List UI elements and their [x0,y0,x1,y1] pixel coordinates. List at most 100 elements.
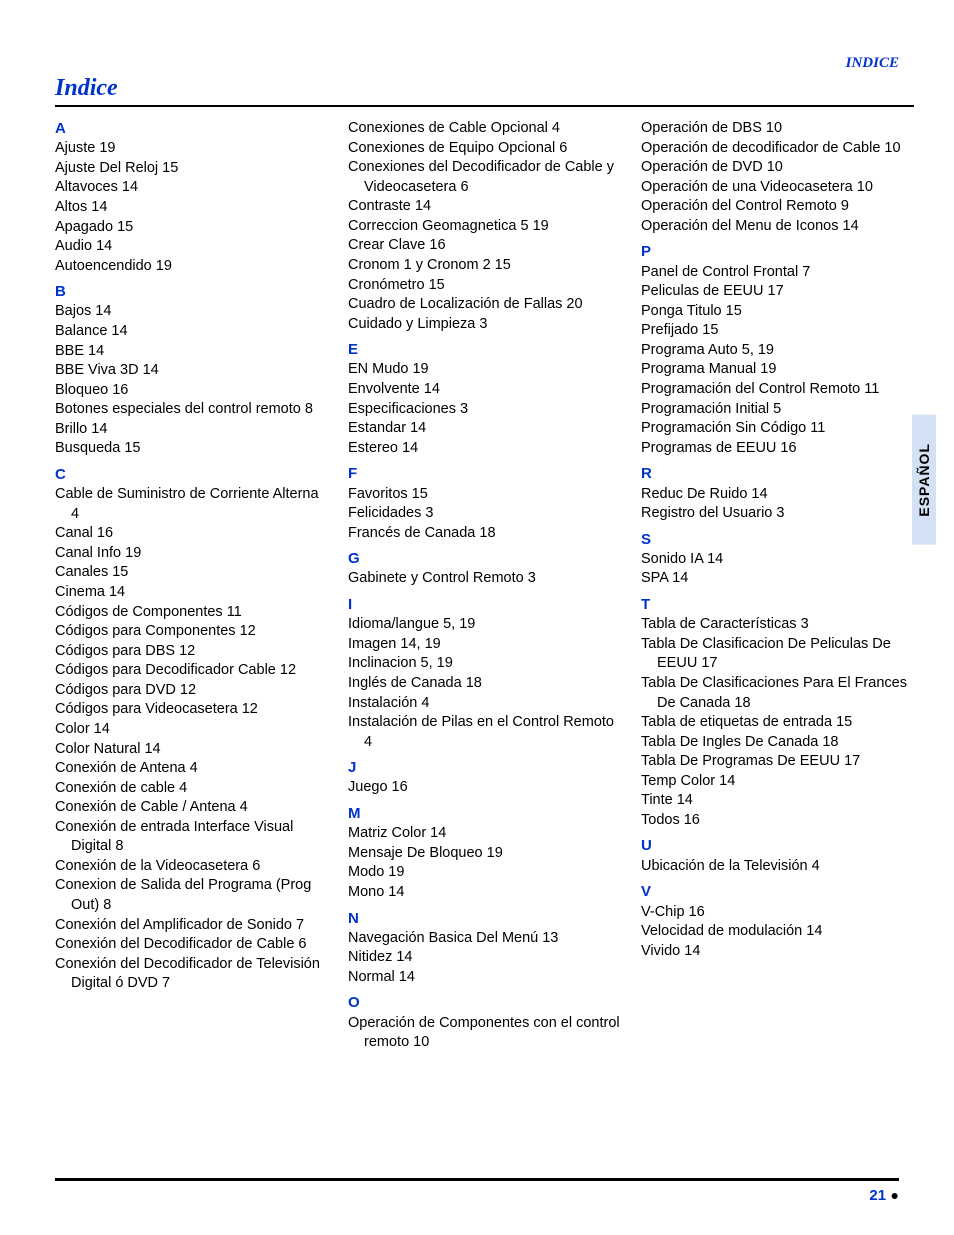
index-entry: Panel de Control Frontal 7 [641,263,914,283]
index-col-2: Conexiones de Cable Opcional 4Conexiones… [348,119,621,1053]
index-entry: Felicidades 3 [348,504,621,524]
index-entry: Códigos para Decodificador Cable 12 [55,661,328,681]
index-entry: Instalación de Pilas en el Control Remot… [348,713,621,752]
index-entry: BBE 14 [55,342,328,362]
index-entry: Programa Manual 19 [641,360,914,380]
index-entry: Vivido 14 [641,942,914,962]
index-entry: Conexión de Antena 4 [55,759,328,779]
index-entry: Códigos para Videocasetera 12 [55,700,328,720]
index-entry: EN Mudo 19 [348,360,621,380]
index-entry: Matriz Color 14 [348,824,621,844]
index-letter: P [641,242,914,262]
index-entry: Conexión del Decodificador de Cable 6 [55,935,328,955]
page-title: Indice [55,75,914,107]
index-entry: Cronom 1 y Cronom 2 15 [348,256,621,276]
index-entry: Normal 14 [348,968,621,988]
index-entry: Conexión del Amplificador de Sonido 7 [55,916,328,936]
index-entry: Códigos de Componentes 11 [55,603,328,623]
index-entry: Tabla De Programas De EEUU 17 [641,752,914,772]
language-tab: ESPAÑOL [912,415,936,545]
index-letter: J [348,758,621,778]
index-entry: Audio 14 [55,237,328,257]
index-entry: Peliculas de EEUU 17 [641,282,914,302]
index-entry: Conexiones de Equipo Opcional 6 [348,139,621,159]
index-entry: Ajuste 19 [55,139,328,159]
index-entry: Estandar 14 [348,419,621,439]
index-letter: R [641,464,914,484]
index-entry: Cuadro de Localización de Fallas 20 [348,295,621,315]
index-entry: Tabla De Clasificacion De Peliculas De E… [641,635,914,674]
index-entry: Conexión del Decodificador de Televisión… [55,955,328,994]
index-letter: I [348,595,621,615]
index-entry: Altos 14 [55,198,328,218]
index-entry: Operación de DBS 10 [641,119,914,139]
index-entry: Instalación 4 [348,694,621,714]
index-entry: Temp Color 14 [641,772,914,792]
index-letter: M [348,804,621,824]
index-col-3: Operación de DBS 10Operación de decodifi… [641,119,914,1053]
index-letter: C [55,465,328,485]
index-entry: Ajuste Del Reloj 15 [55,159,328,179]
index-entry: Inclinacion 5, 19 [348,654,621,674]
index-entry: Ponga Titulo 15 [641,302,914,322]
index-entry: Conexion de Salida del Programa (Prog Ou… [55,876,328,915]
index-entry: Cronómetro 15 [348,276,621,296]
index-entry: Crear Clave 16 [348,236,621,256]
index-letter: A [55,119,328,139]
index-entry: Programas de EEUU 16 [641,439,914,459]
index-entry: Apagado 15 [55,218,328,238]
index-entry: Canal Info 19 [55,544,328,564]
index-entry: Operación de una Videocasetera 10 [641,178,914,198]
index-entry: Conexión de Cable / Antena 4 [55,798,328,818]
index-entry: BBE Viva 3D 14 [55,361,328,381]
index-letter: O [348,993,621,1013]
index-entry: Mensaje De Bloqueo 19 [348,844,621,864]
index-entry: Especificaciones 3 [348,400,621,420]
index-entry: Modo 19 [348,863,621,883]
index-entry: Ubicación de la Televisión 4 [641,857,914,877]
index-entry: Juego 16 [348,778,621,798]
index-entry: Operación de Componentes con el control … [348,1014,621,1053]
index-entry: Favoritos 15 [348,485,621,505]
index-entry: Prefijado 15 [641,321,914,341]
index-entry: Tinte 14 [641,791,914,811]
section-header: INDICE [846,55,899,72]
index-entry: Mono 14 [348,883,621,903]
index-entry: Cinema 14 [55,583,328,603]
index-entry: Imagen 14, 19 [348,635,621,655]
index-entry: Tabla De Clasificaciones Para El Frances… [641,674,914,713]
index-letter: U [641,836,914,856]
page-footer: 21 ● [55,1178,899,1205]
index-entry: Botones especiales del control remoto 8 [55,400,328,420]
index-entry: Tabla de etiquetas de entrada 15 [641,713,914,733]
index-letter: T [641,595,914,615]
index-letter: F [348,464,621,484]
index-entry: Códigos para DVD 12 [55,681,328,701]
index-entry: Registro del Usuario 3 [641,504,914,524]
index-entry: Correccion Geomagnetica 5 19 [348,217,621,237]
page-bullet: ● [891,1187,899,1203]
index-entry: Conexión de cable 4 [55,779,328,799]
index-entry: Contraste 14 [348,197,621,217]
index-entry: Color Natural 14 [55,740,328,760]
index-entry: Programa Auto 5, 19 [641,341,914,361]
index-entry: Cable de Suministro de Corriente Alterna… [55,485,328,524]
index-entry: Programación Initial 5 [641,400,914,420]
index-letter: B [55,282,328,302]
index-entry: Operación de DVD 10 [641,158,914,178]
index-entry: Envolvente 14 [348,380,621,400]
index-entry: Nitidez 14 [348,948,621,968]
index-columns: AAjuste 19Ajuste Del Reloj 15Altavoces 1… [55,119,914,1053]
index-entry: Códigos para Componentes 12 [55,622,328,642]
index-entry: Conexión de entrada Interface Visual Dig… [55,818,328,857]
index-letter: E [348,340,621,360]
index-entry: Programación Sin Código 11 [641,419,914,439]
index-entry: Bajos 14 [55,302,328,322]
index-entry: Navegación Basica Del Menú 13 [348,929,621,949]
index-entry: Idioma/langue 5, 19 [348,615,621,635]
index-entry: Operación del Control Remoto 9 [641,197,914,217]
index-entry: Canales 15 [55,563,328,583]
index-entry: Inglés de Canada 18 [348,674,621,694]
index-entry: Programación del Control Remoto 11 [641,380,914,400]
index-entry: Conexiones de Cable Opcional 4 [348,119,621,139]
